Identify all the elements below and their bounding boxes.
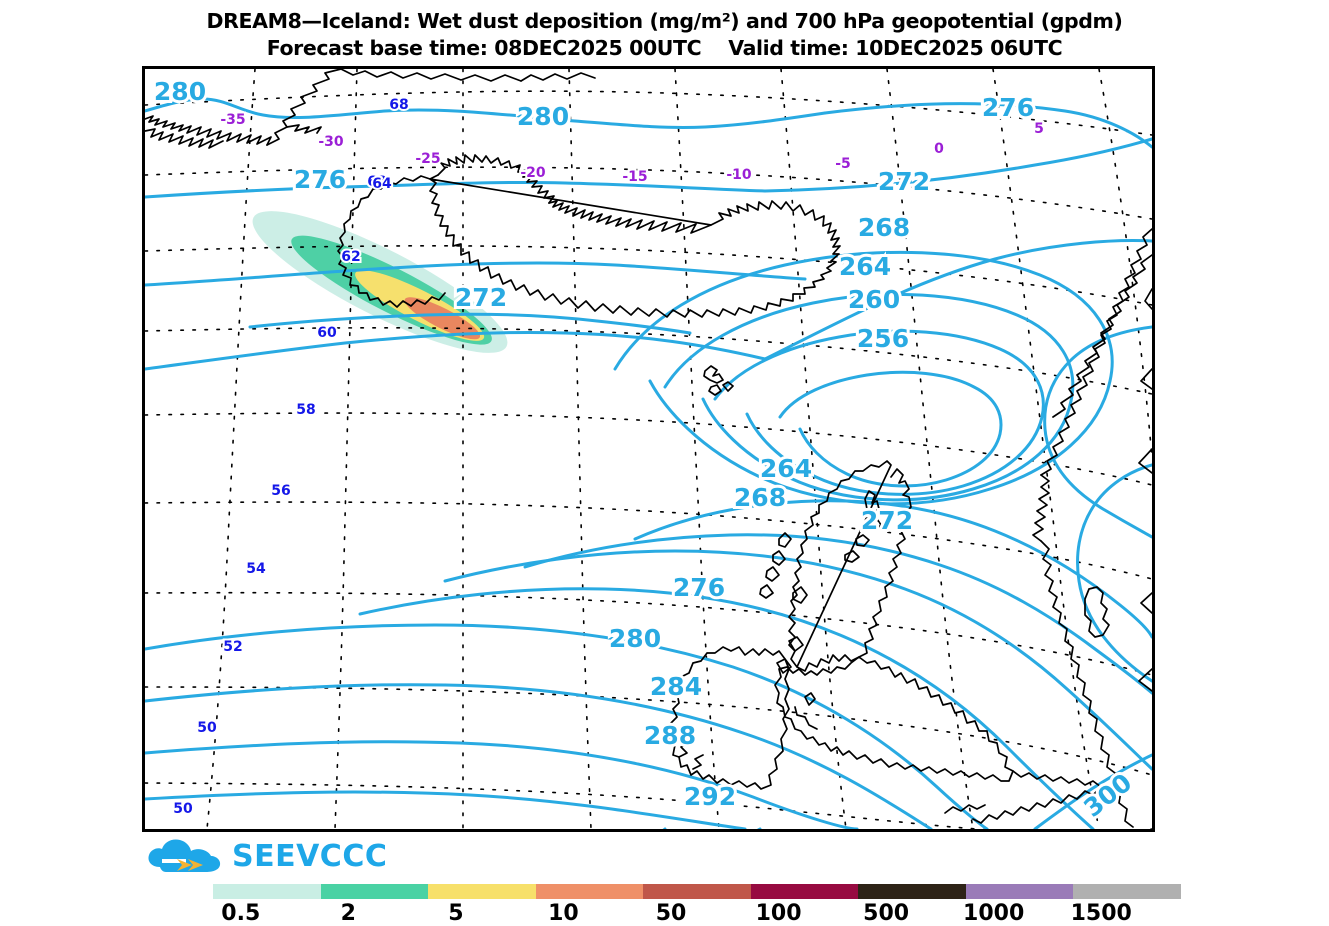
svg-text:292: 292 [684,782,736,811]
coastline-england-wales [774,656,1014,782]
colorbar-label: 2 [340,901,356,926]
colorbar-segment [535,884,644,899]
seevccc-logo: SEEVCCC [146,836,387,876]
coastline-scotland [759,460,912,674]
svg-text:268: 268 [858,213,910,242]
svg-text:-20: -20 [520,165,546,181]
svg-text:5: 5 [1034,121,1044,137]
colorbar-segment [320,884,429,899]
svg-text:276: 276 [673,573,725,602]
svg-text:276: 276 [982,93,1034,122]
svg-text:288: 288 [644,721,696,750]
latitude-labels: 68 68 66 64 62 60 58 56 54 52 50 50 [171,95,410,819]
longitude-labels: -35 -30 -25 -20 -15 -10 -5 0 5 [218,110,1046,187]
svg-text:50: 50 [173,801,193,817]
svg-text:256: 256 [857,324,909,353]
map-svg: 280 280 276 276 272 268 264 260 256 272 … [145,69,1152,829]
svg-text:50: 50 [197,720,217,736]
chart-subtitle: Forecast base time: 08DEC2025 00UTC Vali… [266,35,1063,60]
colorbar-label: 1500 [1070,901,1132,926]
svg-text:280: 280 [517,102,569,131]
svg-text:56: 56 [271,483,290,499]
page-title: DREAM8—Iceland: Wet dust deposition (mg/… [206,9,1123,33]
svg-text:-30: -30 [318,134,344,150]
logo-text: SEEVCCC [232,838,388,874]
svg-text:284: 284 [650,672,702,701]
colorbar-label: 500 [863,901,910,926]
svg-text:-25: -25 [415,151,440,167]
geopotential-contours [145,97,1152,829]
colorbar-label: 5 [448,901,464,926]
colorbar-label: 50 [655,901,687,926]
colorbar-label: 10 [548,901,579,926]
colorbar-strip [213,884,1181,899]
coastline-greenland [145,69,596,149]
svg-text:60: 60 [317,325,337,341]
svg-text:260: 260 [848,285,900,314]
svg-text:52: 52 [223,639,242,655]
svg-text:58: 58 [296,402,315,418]
colorbar-segment [428,884,536,899]
colorbar-segment [750,884,859,899]
coastlines [145,69,1152,828]
svg-text:-5: -5 [835,156,851,172]
dust-plume-contours [252,211,508,353]
svg-text:54: 54 [246,561,266,577]
colorbar-label: 0.5 [221,901,261,926]
colorbar-segment [1073,884,1181,899]
svg-text:62: 62 [341,249,360,265]
svg-text:68: 68 [367,174,386,190]
svg-text:-10: -10 [726,167,752,183]
svg-text:64: 64 [372,176,392,192]
contour-labels: 280 280 276 276 272 268 264 260 256 272 … [151,74,1140,826]
svg-text:68: 68 [389,97,408,113]
colorbar-label: 1000 [963,901,1025,926]
colorbar-segment [858,884,966,899]
colorbar: 0.5 2 5 10 50 100 500 1000 1500 [213,884,1181,926]
svg-text:280: 280 [609,624,661,653]
svg-text:264: 264 [760,454,812,483]
colorbar-segment [965,884,1074,899]
coastline-norway [944,228,1152,828]
chart-title-block: DREAM8—Iceland: Wet dust deposition (mg/… [0,8,1329,61]
svg-text:-15: -15 [622,169,647,185]
svg-text:300: 300 [1078,768,1137,823]
svg-text:268: 268 [734,483,786,512]
colorbar-label: 100 [755,901,802,926]
svg-text:272: 272 [878,167,930,196]
svg-text:0: 0 [934,141,944,157]
map-panel: 280 280 276 276 272 268 264 260 256 272 … [142,66,1155,832]
coastline-ireland [668,646,790,790]
svg-text:-35: -35 [220,112,245,128]
coastline-iceland [337,154,841,318]
svg-text:272: 272 [455,283,507,312]
svg-text:272: 272 [861,506,913,535]
svg-text:276: 276 [294,165,346,194]
colorbar-segment [213,884,321,899]
colorbar-segment [643,884,751,899]
colorbar-tick-labels: 0.5 2 5 10 50 100 500 1000 1500 [213,901,1181,926]
cloud-arrow-icon [146,837,224,875]
svg-text:264: 264 [839,252,891,281]
coastline-faroe [703,365,734,396]
svg-text:280: 280 [154,77,206,106]
